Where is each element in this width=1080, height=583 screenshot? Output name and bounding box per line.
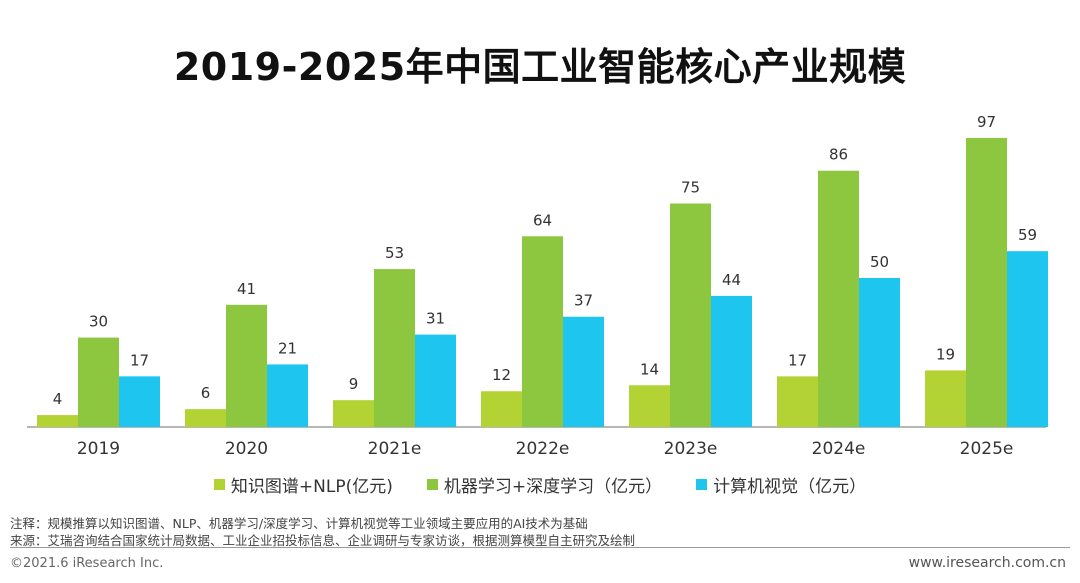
data-label-cv-2024e: 50 <box>870 253 889 271</box>
bar-ml-dl-2025e <box>966 137 1007 427</box>
x-tick-label-2021e: 2021e <box>368 439 422 459</box>
data-label-cv-2023e: 44 <box>722 271 741 289</box>
data-label-ml-dl-2020: 41 <box>237 280 256 298</box>
bar-cv-2025e <box>1007 251 1048 427</box>
data-label-ml-dl-2021e: 53 <box>385 244 404 262</box>
data-label-cv-2022e: 37 <box>574 292 593 310</box>
bar-kg-nlp-2022e <box>481 391 522 427</box>
copyright: ©2021.6 iResearch Inc. <box>10 556 164 571</box>
bar-ml-dl-2021e <box>374 269 415 427</box>
bar-ml-dl-2023e <box>670 203 711 427</box>
data-label-ml-dl-2025e: 97 <box>977 113 996 131</box>
data-label-kg-nlp-2019: 4 <box>53 390 63 408</box>
legend-item-ml-dl: 机器学习+深度学习（亿元） <box>426 472 663 497</box>
data-label-kg-nlp-2022e: 12 <box>492 366 511 384</box>
chart-source: 来源：艾瑞咨询结合国家统计局数据、工业企业招投标信息、企业调研与专家访谈，根据测… <box>10 533 636 548</box>
bar-cv-2019 <box>119 376 160 427</box>
website-link[interactable]: www.iresearch.com.cn <box>908 555 1066 571</box>
bar-kg-nlp-2023e <box>629 385 670 427</box>
x-tick-label-2022e: 2022e <box>516 439 570 459</box>
bar-cv-2023e <box>711 295 752 427</box>
bar-kg-nlp-2020 <box>185 409 226 427</box>
legend-swatch-ml-dl <box>426 479 438 490</box>
legend: 知识图谱+NLP(亿元) 机器学习+深度学习（亿元） 计算机视觉（亿元） <box>0 472 1080 497</box>
bar-kg-nlp-2019 <box>37 415 78 427</box>
chart-title: 2019-2025年中国工业智能核心产业规模 <box>173 45 907 89</box>
data-label-cv-2019: 17 <box>130 351 149 369</box>
bar-cv-2022e <box>563 316 604 427</box>
data-label-kg-nlp-2023e: 14 <box>640 360 659 378</box>
footer-divider <box>10 547 1070 548</box>
bar-ml-dl-2024e <box>818 170 859 427</box>
data-label-cv-2020: 21 <box>278 339 297 357</box>
x-tick-label-2019: 2019 <box>77 439 120 459</box>
legend-swatch-kg-nlp <box>213 479 225 490</box>
data-label-kg-nlp-2021e: 9 <box>349 375 359 393</box>
x-tick-label-2024e: 2024e <box>812 439 866 459</box>
legend-swatch-cv <box>696 479 708 490</box>
bar-kg-nlp-2025e <box>925 370 966 427</box>
data-label-kg-nlp-2025e: 19 <box>936 345 955 363</box>
data-label-kg-nlp-2024e: 17 <box>788 351 807 369</box>
bar-ml-dl-2019 <box>78 337 119 427</box>
bar-kg-nlp-2024e <box>777 376 818 427</box>
bar-ml-dl-2020 <box>226 304 267 427</box>
x-tick-label-2023e: 2023e <box>664 439 718 459</box>
bar-cv-2024e <box>859 278 900 427</box>
bar-cv-2020 <box>267 364 308 427</box>
bar-cv-2021e <box>415 334 456 427</box>
data-label-ml-dl-2022e: 64 <box>533 211 552 229</box>
data-label-ml-dl-2023e: 75 <box>681 179 700 197</box>
bar-ml-dl-2022e <box>522 236 563 427</box>
legend-label-ml-dl: 机器学习+深度学习（亿元） <box>443 477 663 497</box>
data-label-kg-nlp-2020: 6 <box>201 384 211 402</box>
bar-kg-nlp-2021e <box>333 400 374 427</box>
data-label-ml-dl-2019: 30 <box>89 313 108 331</box>
legend-label-kg-nlp: 知识图谱+NLP(亿元) <box>230 477 393 497</box>
legend-item-kg-nlp: 知识图谱+NLP(亿元) <box>213 472 393 497</box>
data-label-cv-2025e: 59 <box>1018 226 1037 244</box>
x-tick-label-2020: 2020 <box>225 439 268 459</box>
bar-chart: 4 30 17 2019 6 41 21 2020 9 53 31 2021e 12 64 37 2022e 1… <box>27 113 1048 459</box>
legend-label-cv: 计算机视觉（亿元） <box>713 477 867 497</box>
chart-note: 注释：规模推算以知识图谱、NLP、机器学习/深度学习、计算机视觉等工业领域主要应… <box>10 516 588 531</box>
data-label-cv-2021e: 31 <box>426 310 445 328</box>
x-tick-label-2025e: 2025e <box>960 439 1014 459</box>
legend-item-cv: 计算机视觉（亿元） <box>696 472 866 497</box>
data-label-ml-dl-2024e: 86 <box>829 146 848 164</box>
